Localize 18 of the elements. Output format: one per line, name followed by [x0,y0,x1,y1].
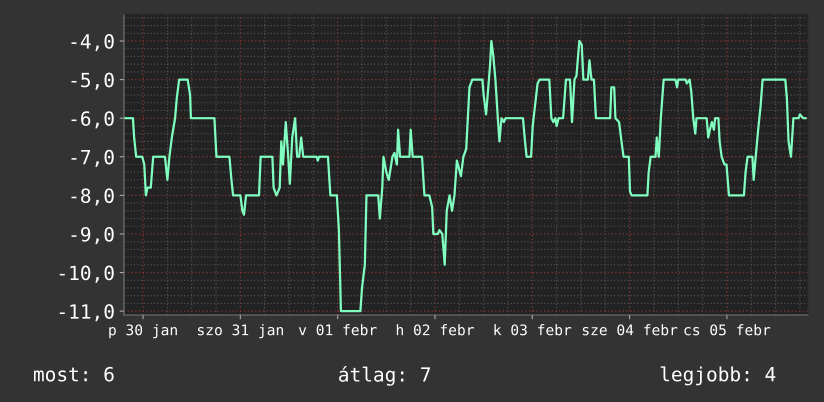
y-tick-label: -4,0 [72,34,114,52]
y-tick-label: -9,0 [72,226,114,244]
x-tick-label: h 02 febr [396,324,474,336]
text: legjobb: 4 [660,366,776,386]
text: most: 6 [34,366,114,382]
y-tick-label: -8,0 [72,188,114,206]
text: átlag: 7 [339,366,430,386]
y-tick-label: -5,0 [72,72,114,90]
x-tick-label: cs 05 febr [684,324,770,336]
y-tick-label: -10,0 [60,266,114,283]
y-tick-label: -6,0 [72,111,114,128]
x-tick-label: sze 04 febr [582,324,678,336]
y-tick-label: -11,0 [60,304,114,322]
x-tick-label: p 30 jan [109,324,177,338]
y-tick-label: -7,0 [72,150,114,167]
x-tick-label: k 03 febr [494,324,572,336]
x-tick-label: v 01 febr [298,324,377,336]
x-tick-label: szo 31 jan [198,324,283,338]
